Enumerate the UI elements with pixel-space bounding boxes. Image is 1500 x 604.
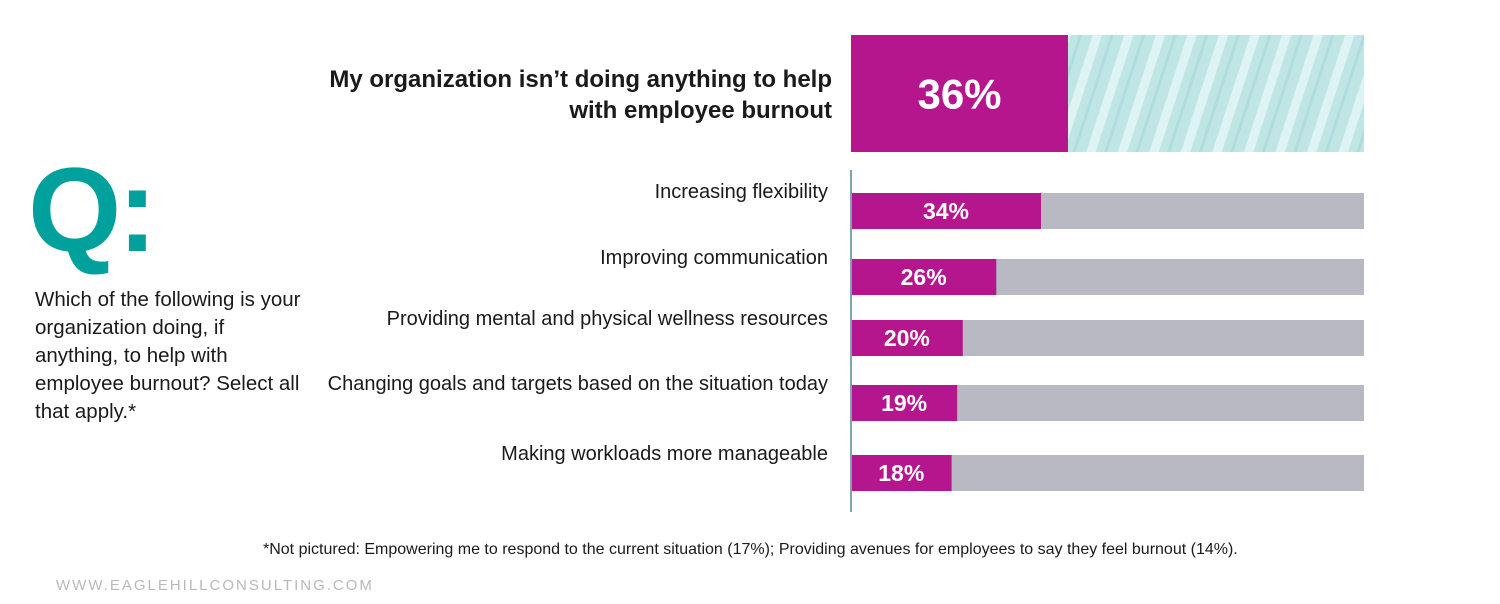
highlight-value-label: 36% xyxy=(917,71,1001,118)
bar-1 xyxy=(851,193,1041,229)
category-label: Increasing flexibility xyxy=(654,181,828,203)
bar-5 xyxy=(851,455,952,491)
category-label: Improving communication xyxy=(600,247,828,269)
website: WWW.EAGLEHILLCONSULTING.COM xyxy=(56,577,374,594)
highlight-label: My organization isn’t doing anything to … xyxy=(329,66,832,124)
highlight-bar xyxy=(851,35,1068,152)
bar-value-label: 34% xyxy=(923,198,969,224)
bar-value-label: 26% xyxy=(901,264,947,290)
category-label: Providing mental and physical wellness r… xyxy=(386,308,828,330)
bar-value-label: 18% xyxy=(878,460,924,486)
category-label: Making workloads more manageable xyxy=(501,443,828,465)
question-text: Which of the following is your organizat… xyxy=(35,288,301,423)
q-mark: Q: xyxy=(28,143,157,277)
bar-value-label: 19% xyxy=(881,390,927,416)
bar-value-label: 20% xyxy=(884,325,930,351)
footnote: *Not pictured: Empowering me to respond … xyxy=(263,541,1238,558)
bar-2 xyxy=(851,259,997,295)
chart-baseline xyxy=(850,170,852,512)
category-label: Changing goals and targets based on the … xyxy=(327,373,828,395)
bar-3 xyxy=(851,320,963,356)
bar-4 xyxy=(851,385,958,421)
